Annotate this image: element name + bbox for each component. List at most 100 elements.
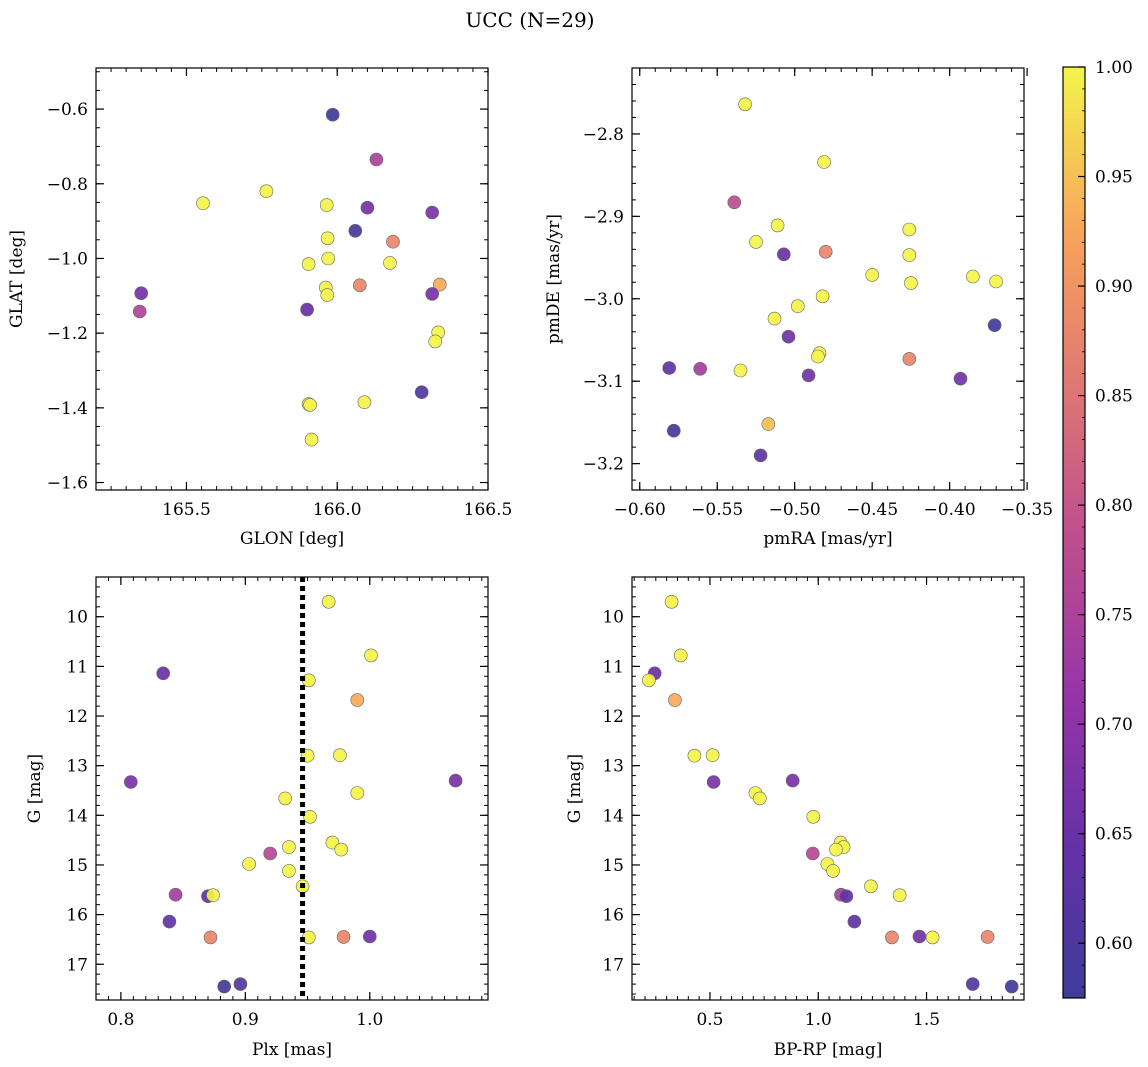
axes-frame (631, 576, 1025, 1001)
y-axis-label: G [mag] (25, 754, 45, 823)
scatter-point (448, 773, 463, 788)
scatter-point (217, 979, 231, 994)
scatter-point (196, 196, 210, 210)
y-tick-label: 16 (602, 906, 624, 926)
x-tick-label: 0.8 (107, 1010, 134, 1030)
x-tick-label: −0.55 (691, 500, 743, 520)
scatter-point (902, 222, 917, 237)
scatter-point (892, 888, 907, 903)
scatter-point (134, 286, 148, 301)
y-tick-label: 13 (602, 757, 624, 777)
scatter-point (369, 152, 384, 167)
scatter-point (767, 311, 782, 326)
scatter-point (282, 840, 296, 854)
y-tick-label: 16 (66, 906, 88, 926)
scatter-point (320, 288, 335, 302)
x-tick-label: −0.45 (846, 500, 898, 520)
x-tick-label: 166.5 (464, 500, 513, 520)
data-points (642, 594, 1019, 994)
scatter-point (693, 361, 708, 376)
scatter-point (818, 245, 833, 259)
scatter-point (278, 791, 293, 806)
y-tick-label: −3.0 (583, 290, 624, 310)
scatter-point (761, 417, 776, 431)
scatter-point (839, 889, 854, 904)
scatter-point (132, 304, 147, 319)
colorbar-frame (1062, 66, 1086, 999)
scatter-point (706, 775, 721, 789)
scatter-point (425, 287, 440, 301)
y-tick-label: 10 (66, 608, 88, 628)
scatter-point (815, 289, 830, 304)
scatter-point (781, 329, 796, 344)
scatter-panel-2: −0.60 −0.55 −0.50 −0.45 −0.40 −0.35 −2.8 −2.9 −3… (544, 67, 1053, 549)
scatter-point (965, 977, 980, 991)
scatter-point (432, 277, 447, 292)
colorbar-tick-label: 0.75 (1095, 606, 1133, 626)
colorbar-tick-label: 0.60 (1095, 934, 1133, 954)
scatter-point (902, 352, 917, 366)
scatter-point (687, 748, 702, 763)
y-tick-label: 14 (66, 806, 88, 826)
y-tick-label: −2.8 (583, 125, 624, 145)
axes-frame (95, 67, 489, 491)
scatter-point (752, 791, 767, 806)
y-tick-label: 14 (602, 806, 624, 826)
x-axis-label: BP-RP [mag] (774, 1040, 883, 1060)
scatter-point (826, 864, 840, 878)
y-tick-label: 12 (602, 707, 624, 727)
scatter-point (362, 929, 377, 944)
scatter-point (282, 864, 296, 878)
scatter-point (749, 235, 763, 249)
scatter-point (902, 248, 917, 262)
scatter-point (321, 594, 336, 609)
scatter-point (666, 423, 681, 438)
scatter-point (953, 371, 968, 386)
scatter-point (864, 879, 878, 894)
scatter-point (162, 914, 177, 929)
scatter-panel-4: 0.5 1.0 1.5 10 11 12 13 14 15 16 17 BP-RP [mag] G [m… (565, 576, 1025, 1060)
y-tick-label: 11 (602, 657, 624, 677)
panels: 165.5 166.0 166.5 −0.6 −0.8 −1.0 −1.2 −1.4 −1.6 G… (7, 67, 1053, 1060)
colorbar-tick-label: 0.95 (1095, 168, 1133, 188)
x-tick-label: 1.0 (805, 1010, 832, 1030)
x-tick-label: −0.50 (769, 500, 821, 520)
scatter-point (259, 184, 274, 198)
scatter-point (124, 775, 138, 789)
x-tick-label: −0.40 (924, 500, 976, 520)
scatter-point (321, 251, 336, 266)
y-tick-label: 10 (602, 608, 624, 628)
x-axis-label: GLON [deg] (240, 529, 344, 549)
scatter-point (303, 398, 317, 412)
scatter-point (785, 773, 800, 788)
scatter-point (727, 195, 742, 210)
scatter-point (425, 205, 440, 220)
scatter-point (966, 269, 980, 284)
scatter-point (304, 432, 319, 447)
colorbar-tick-label: 0.85 (1095, 387, 1133, 407)
scatter-point (333, 748, 347, 763)
scatter-point (357, 395, 372, 410)
scatter-point (263, 846, 278, 861)
y-tick-label: 11 (66, 657, 88, 677)
scatter-point (811, 349, 825, 364)
y-axis-label: pmDE [mas/yr] (544, 214, 564, 344)
scatter-point (673, 648, 688, 663)
x-axis-label: pmRA [mas/yr] (763, 529, 892, 549)
scatter-point (753, 448, 768, 463)
scatter-point (912, 929, 927, 944)
scatter-point (989, 274, 1003, 289)
scatter-point (829, 842, 843, 857)
scatter-point (303, 809, 317, 824)
y-tick-label: 17 (602, 955, 624, 975)
scatter-point (817, 155, 831, 169)
scatter-point (705, 748, 720, 763)
scatter-point (301, 257, 316, 271)
scatter-point (662, 361, 677, 375)
scatter-point (925, 930, 940, 945)
scatter-point (904, 276, 918, 290)
x-axis-label: Plx [mas] (252, 1040, 332, 1060)
scatter-point (350, 693, 365, 707)
scatter-point (352, 278, 367, 293)
scatter-point (336, 930, 351, 944)
